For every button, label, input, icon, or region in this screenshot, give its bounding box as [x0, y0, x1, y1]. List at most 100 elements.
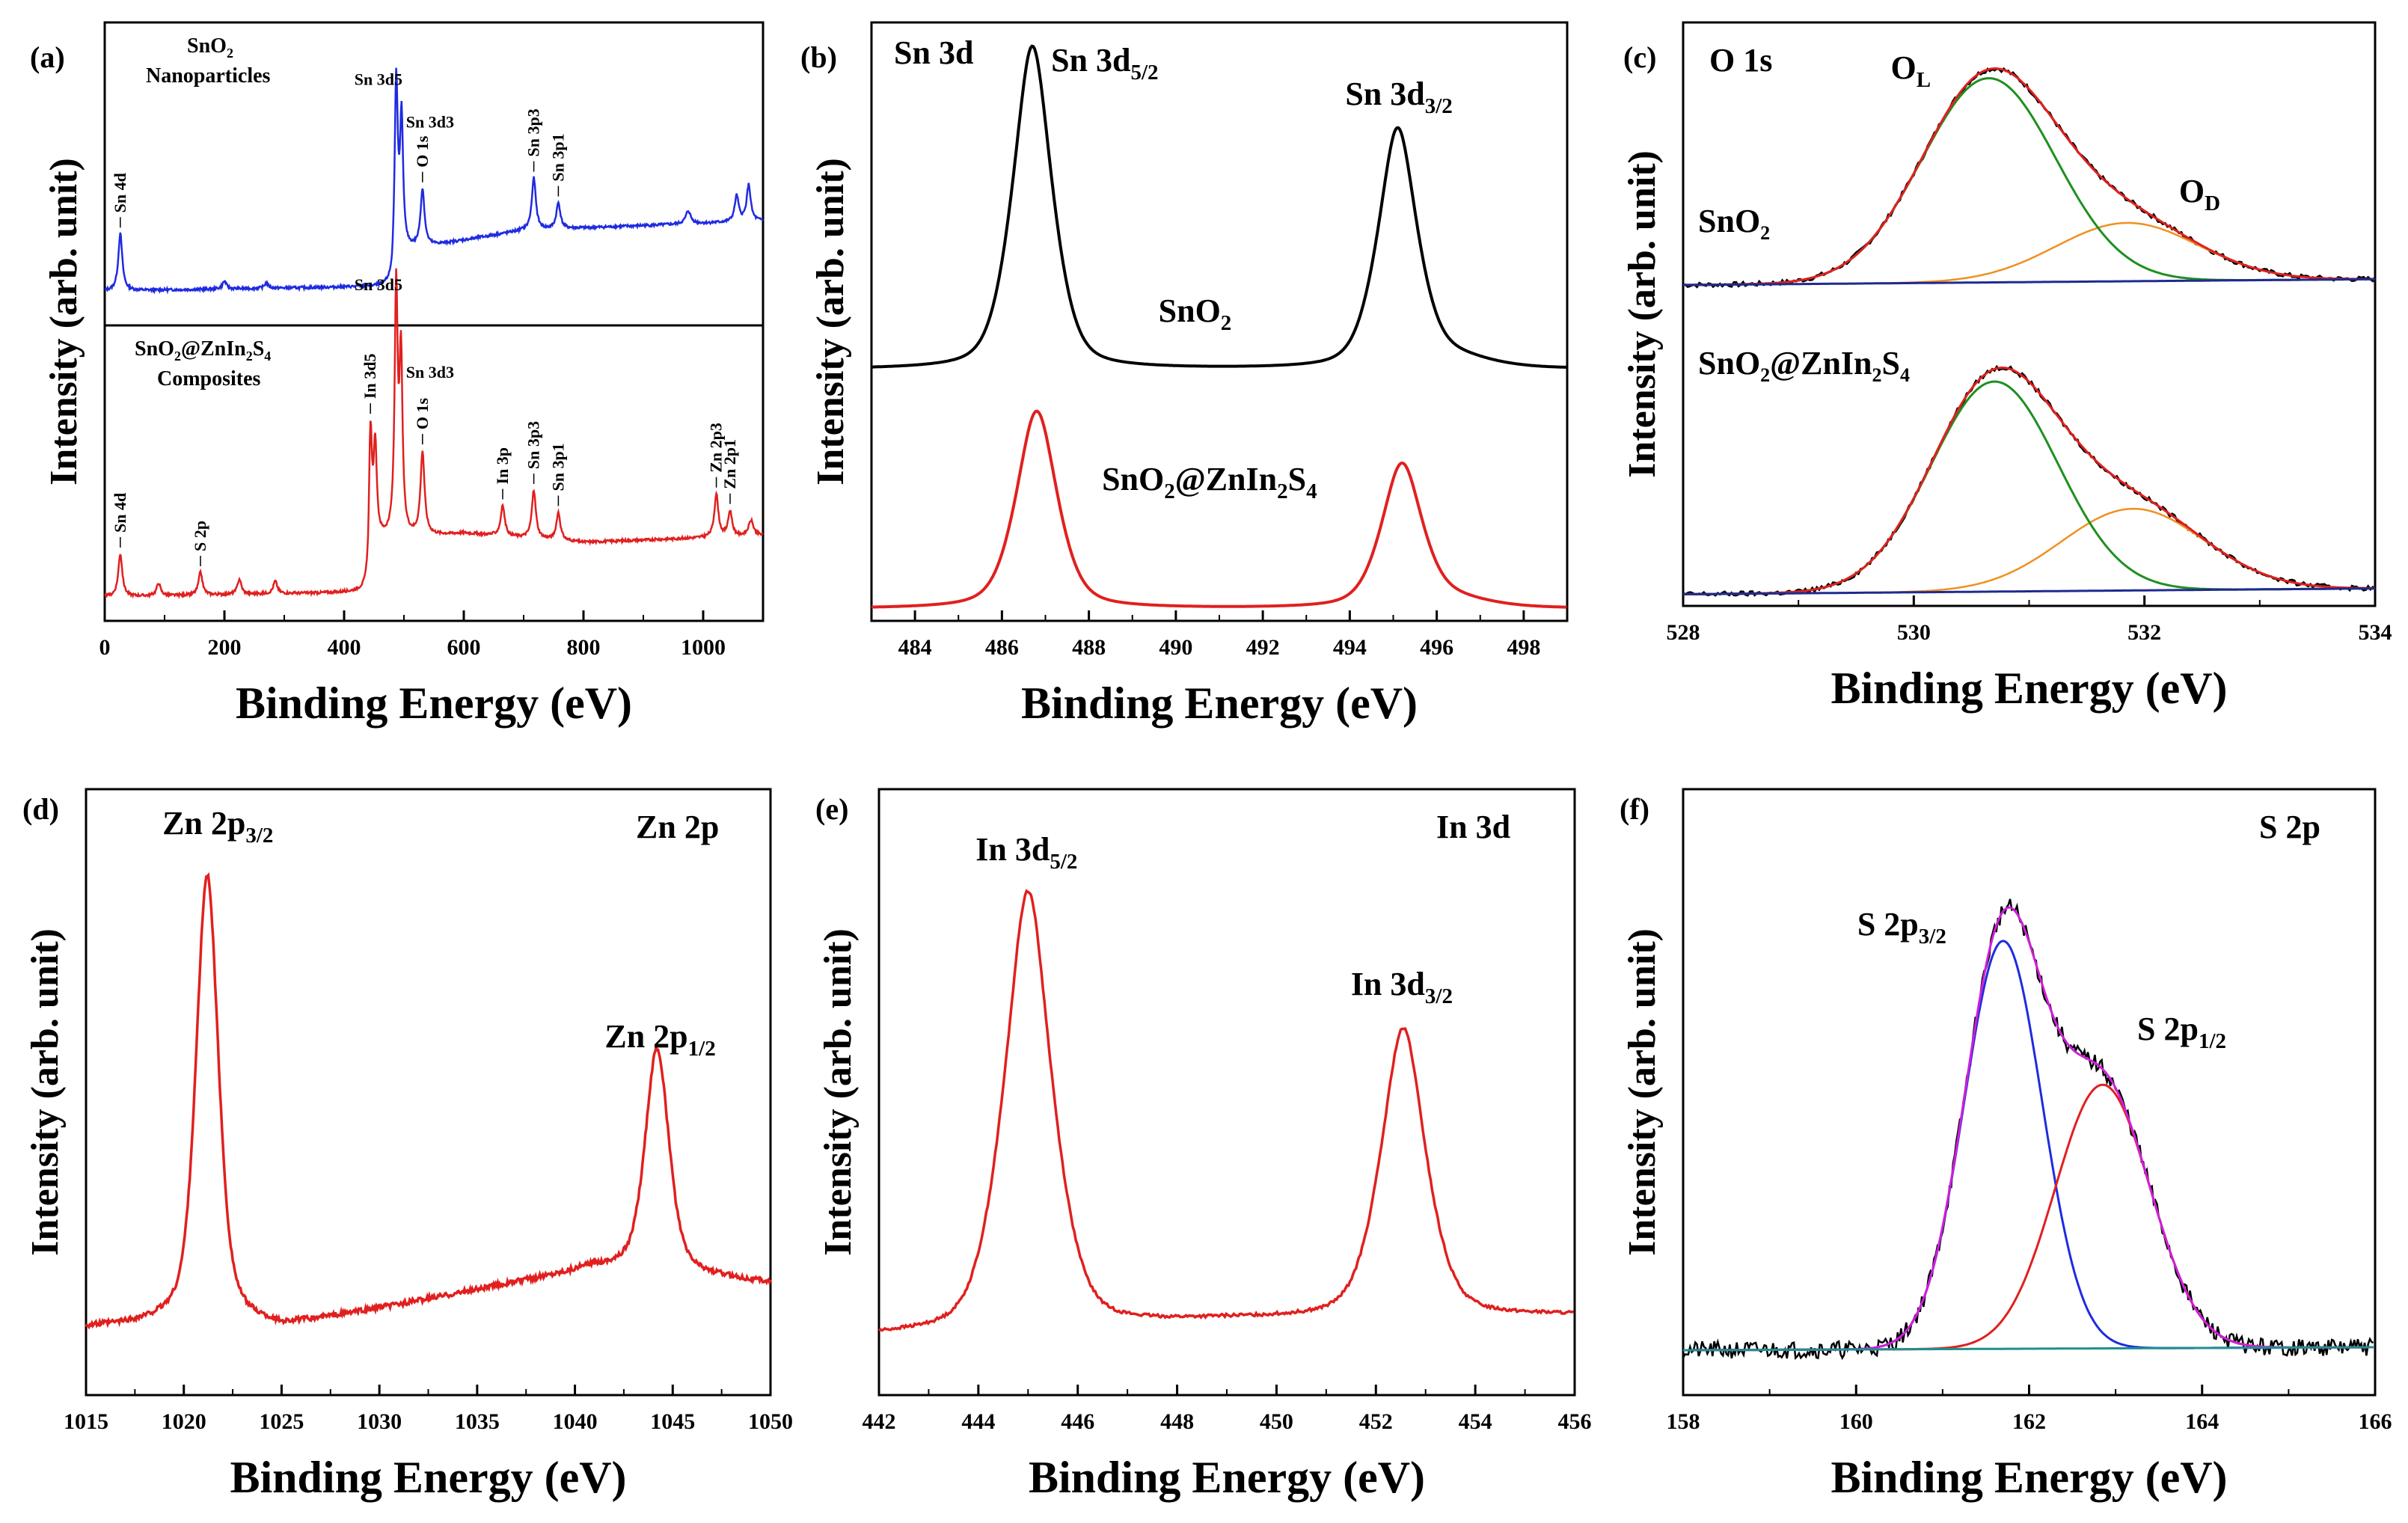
survey-line-composite	[104, 268, 764, 599]
peak-label-s2p12: S 2p1/2	[2137, 1011, 2226, 1053]
y-axis-title: Intensity (arb. unit)	[24, 928, 67, 1256]
plot-frame-a	[103, 21, 765, 622]
peak-annotation: Sn 4d	[111, 173, 129, 212]
peak-label-sn3d32: Sn 3d3/2	[1345, 76, 1452, 118]
x-tick-label: 496	[1420, 635, 1453, 660]
panel-a: 0 200 400 600 800 1000 Binding Energy (eV) Inte…	[30, 21, 765, 728]
x-tick-label: 400	[328, 635, 361, 660]
zn2p-line	[85, 871, 772, 1330]
peak-annotation: In 3d5	[361, 354, 379, 399]
peak-annotation: O 1s	[413, 135, 432, 168]
x-tick-label: 160	[1839, 1409, 1873, 1434]
x-tick-label: 488	[1072, 635, 1106, 660]
panel-title: O 1s	[1709, 42, 1772, 79]
peak-label-sn3d52: Sn 3d5/2	[1051, 42, 1158, 85]
panel-letter: (c)	[1623, 40, 1656, 74]
y-axis-title: Intensity (arb. unit)	[1621, 928, 1664, 1256]
survey-line-sno2	[104, 67, 764, 295]
peak-annotation: Sn 3p1	[548, 133, 567, 181]
peak-annotation: O 1s	[413, 398, 432, 430]
x-tick-label: 452	[1359, 1409, 1393, 1434]
component-label-ol: OL	[1891, 49, 1931, 92]
x-tick-label: 200	[208, 635, 242, 660]
series-label-sno2: SnO2	[1159, 292, 1232, 335]
sample-label-sno2: SnO2	[1698, 203, 1770, 244]
peak-label-in3d52: In 3d5/2	[975, 831, 1077, 874]
x-tick-label: 1035	[455, 1409, 500, 1434]
in3d-line	[878, 889, 1574, 1332]
panel-f: 158 160 162 164 166 Binding Energy (eV) Intens…	[1620, 788, 2392, 1502]
panel-letter: (e)	[815, 792, 848, 826]
o1s-envelope-composite	[1683, 366, 2375, 595]
sample-label-composite: SnO2@ZnIn2S4	[1698, 345, 1910, 386]
o1s-background-composite	[1683, 587, 2375, 595]
panel-letter: (b)	[800, 40, 837, 74]
x-tick-label: 600	[447, 635, 481, 660]
x-tick-label: 492	[1246, 635, 1280, 660]
peak-annotation: Sn 3d3	[406, 363, 454, 381]
x-axis-title: Binding Energy (eV)	[1830, 1453, 2227, 1502]
peak-annotation: In 3p	[493, 447, 512, 485]
x-tick-label: 1045	[650, 1409, 695, 1434]
x-tick-label: 442	[863, 1409, 896, 1434]
peak-annotation: Sn 3p3	[524, 108, 543, 156]
x-tick-label: 164	[2185, 1409, 2219, 1434]
sample-label-sno2-line2: Nanoparticles	[146, 64, 271, 88]
y-axis-title: Intensity (arb. unit)	[817, 928, 860, 1256]
panel-title: Sn 3d	[894, 34, 973, 71]
x-tick-label: 444	[961, 1409, 995, 1434]
x-tick-label: 1030	[357, 1409, 402, 1434]
peak-annotation: Sn 3d5	[355, 275, 402, 294]
o1s-raw-sno2	[1682, 67, 2377, 289]
sn3d-line-sno2	[871, 44, 1567, 369]
peak-annotation: S 2p	[191, 521, 209, 551]
panel-d: 1015 1020 1025 1030 1035 1040 1045 1050 Binding …	[22, 788, 793, 1502]
panel-b: 484 486 488 490 492 494 496 498 Binding Energy (…	[800, 21, 1569, 728]
panel-letter: (f)	[1620, 792, 1649, 826]
peak-annotation: Sn 3p1	[548, 443, 567, 491]
sample-label-composite: SnO2@ZnIn2S4	[135, 337, 271, 364]
peak-annotation: Sn 3d3	[406, 112, 454, 131]
x-tick-label: 498	[1507, 635, 1540, 660]
x-tick-label: 486	[985, 635, 1019, 660]
x-axis-title: Binding Energy (eV)	[230, 1453, 626, 1502]
peak-annotation: Zn 2p3	[707, 423, 726, 473]
panel-c: 528 530 532 534 Binding Energy (eV) Intensity…	[1621, 21, 2392, 713]
x-tick-label: 800	[567, 635, 601, 660]
sample-label-sno2: SnO2	[187, 34, 233, 61]
x-tick-label: 446	[1061, 1409, 1094, 1434]
peak-label-in3d32: In 3d3/2	[1351, 966, 1453, 1008]
x-tick-label: 1020	[162, 1409, 206, 1434]
x-tick-label: 450	[1260, 1409, 1293, 1434]
panel-letter: (d)	[22, 792, 59, 826]
x-axis-title: Binding Energy (eV)	[236, 678, 632, 728]
x-tick-label: 494	[1333, 635, 1367, 660]
s2p-background	[1683, 1346, 2374, 1352]
x-tick-label: 1025	[259, 1409, 304, 1434]
x-tick-label: 448	[1160, 1409, 1194, 1434]
peak-annotation: Sn 3d5	[355, 70, 402, 88]
component-label-od: OD	[2179, 173, 2220, 215]
o1s-envelope-sno2	[1683, 67, 2375, 286]
panel-title: Zn 2p	[636, 809, 719, 845]
x-tick-label: 532	[2127, 620, 2161, 645]
x-tick-label: 454	[1459, 1409, 1492, 1434]
peak-annotation: Zn 2p1	[720, 439, 739, 489]
y-axis-title: Intensity (arb. unit)	[43, 158, 85, 485]
series-label-composite: SnO2@ZnIn2S4	[1102, 461, 1317, 503]
x-axis-title: Binding Energy (eV)	[1021, 678, 1418, 728]
y-axis-title: Intensity (arb. unit)	[1621, 150, 1664, 478]
x-tick-label: 530	[1897, 620, 1931, 645]
x-tick-label: 158	[1667, 1409, 1700, 1434]
panel-title: S 2p	[2259, 809, 2320, 845]
y-axis-title: Intensity (arb. unit)	[809, 158, 852, 485]
x-tick-label: 484	[898, 635, 932, 660]
x-tick-label: 490	[1159, 635, 1192, 660]
peak-annotation: Sn 4d	[111, 493, 129, 533]
panel-title: In 3d	[1436, 809, 1510, 845]
x-axis-title: Binding Energy (eV)	[1029, 1453, 1425, 1502]
x-axis-title: Binding Energy (eV)	[1830, 664, 2227, 713]
sample-label-composite-line2: Composites	[157, 367, 261, 390]
